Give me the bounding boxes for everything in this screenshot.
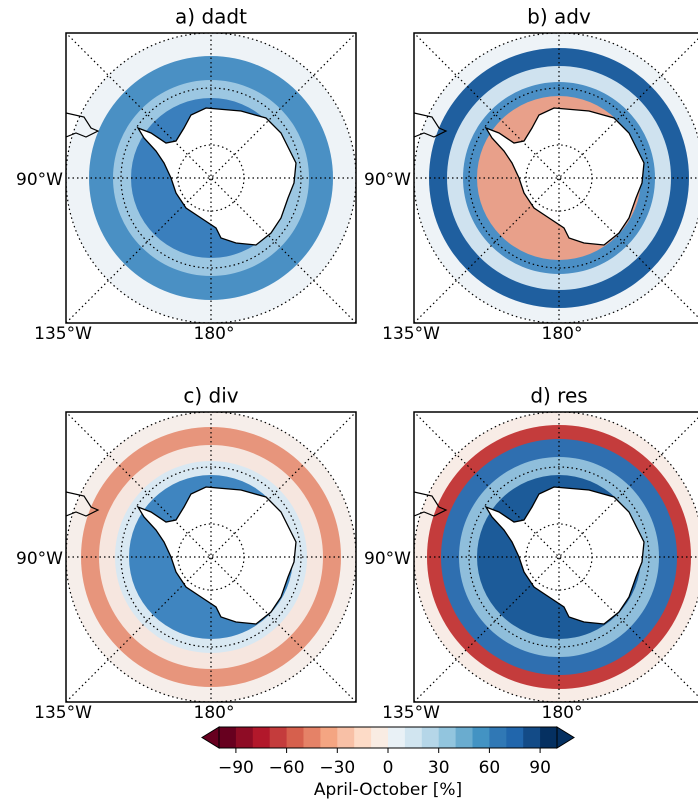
meridian bbox=[414, 417, 698, 702]
graticule bbox=[468, 87, 650, 269]
coast bbox=[414, 112, 448, 138]
map-panel: d) res 90°W 135°W 180° bbox=[364, 384, 698, 723]
meridian bbox=[414, 33, 698, 318]
colorbar-swatch bbox=[472, 727, 490, 748]
frame bbox=[65, 411, 357, 703]
lon-label: 180° bbox=[542, 703, 583, 723]
lon-label: 135°W bbox=[382, 703, 440, 723]
colorbar-tick-label: −60 bbox=[269, 758, 305, 778]
colorbar-swatch bbox=[506, 727, 524, 748]
lon-label: 90°W bbox=[364, 170, 411, 190]
meridian bbox=[66, 33, 356, 323]
colorbar-swatch bbox=[303, 727, 321, 748]
map-area bbox=[66, 412, 356, 702]
colorbar-tick-label: 90 bbox=[529, 758, 551, 778]
panel-title: c) div bbox=[183, 384, 238, 408]
colorbar-swatch bbox=[219, 727, 237, 748]
antarctica bbox=[136, 486, 297, 625]
colorbar-label: April-October [%] bbox=[314, 780, 462, 800]
graticule bbox=[120, 87, 302, 269]
coast bbox=[66, 491, 100, 517]
lon-label: 135°W bbox=[34, 703, 92, 723]
map-panel: c) div 90°W 135°W 180° bbox=[16, 384, 357, 723]
meridian bbox=[414, 412, 698, 697]
colorbar-swatch bbox=[489, 727, 507, 748]
panel-title: b) adv bbox=[527, 5, 591, 29]
colorbar-swatch bbox=[540, 727, 558, 748]
colorbar-swatch bbox=[337, 727, 355, 748]
map-area bbox=[414, 412, 698, 702]
meridian bbox=[66, 412, 356, 702]
colorbar-extend-low bbox=[201, 726, 220, 749]
colorbar-swatch bbox=[455, 727, 473, 748]
lon-label: 135°W bbox=[382, 324, 440, 344]
colorbar-swatch bbox=[371, 727, 389, 748]
antarctica bbox=[136, 107, 297, 246]
lon-label: 180° bbox=[194, 324, 235, 344]
colorbar-extend-high bbox=[556, 726, 575, 749]
map-area bbox=[414, 33, 698, 323]
lon-label: 90°W bbox=[16, 170, 63, 190]
colorbar-swatch bbox=[286, 727, 304, 748]
meridian bbox=[66, 33, 356, 323]
lon-label: 180° bbox=[194, 703, 235, 723]
lon-label: 135°W bbox=[34, 324, 92, 344]
colorbar-swatch bbox=[252, 727, 271, 748]
meridian bbox=[66, 412, 356, 702]
map-panel: b) adv 90°W 135°W 180° bbox=[364, 5, 698, 344]
colorbar-tick-label: −90 bbox=[218, 758, 254, 778]
colorbar-tick-label: 60 bbox=[479, 758, 501, 778]
colorbar-swatch bbox=[354, 727, 372, 748]
meridian bbox=[414, 38, 698, 323]
colorbar-swatch bbox=[235, 727, 254, 748]
colorbar-tick-label: −30 bbox=[319, 758, 355, 778]
panel-title: d) res bbox=[530, 384, 587, 408]
coast bbox=[66, 112, 100, 138]
colorbar-swatch bbox=[388, 727, 406, 748]
lon-label: 90°W bbox=[364, 549, 411, 569]
panel-title: a) dadt bbox=[175, 5, 247, 29]
frame bbox=[65, 32, 357, 324]
graticule bbox=[120, 466, 302, 648]
colorbar-tick-label: 30 bbox=[428, 758, 450, 778]
lon-label: 180° bbox=[542, 324, 583, 344]
map-panel: a) dadt 90°W 135°W 180° bbox=[16, 5, 357, 344]
antarctica bbox=[484, 486, 645, 625]
coast bbox=[414, 491, 448, 517]
colorbar-swatch bbox=[320, 727, 338, 748]
antarctica bbox=[484, 107, 645, 246]
colorbar-tick-label: 0 bbox=[383, 758, 394, 778]
colorbar-swatch bbox=[404, 727, 423, 748]
frame bbox=[413, 411, 698, 703]
colorbar-swatch bbox=[438, 727, 457, 748]
colorbar-swatch bbox=[421, 727, 440, 748]
frame bbox=[413, 32, 698, 324]
lon-label: 90°W bbox=[16, 549, 63, 569]
colorbar-swatch bbox=[523, 727, 541, 748]
colorbar-swatch bbox=[269, 727, 288, 748]
graticule bbox=[468, 466, 650, 648]
map-area bbox=[66, 33, 356, 323]
